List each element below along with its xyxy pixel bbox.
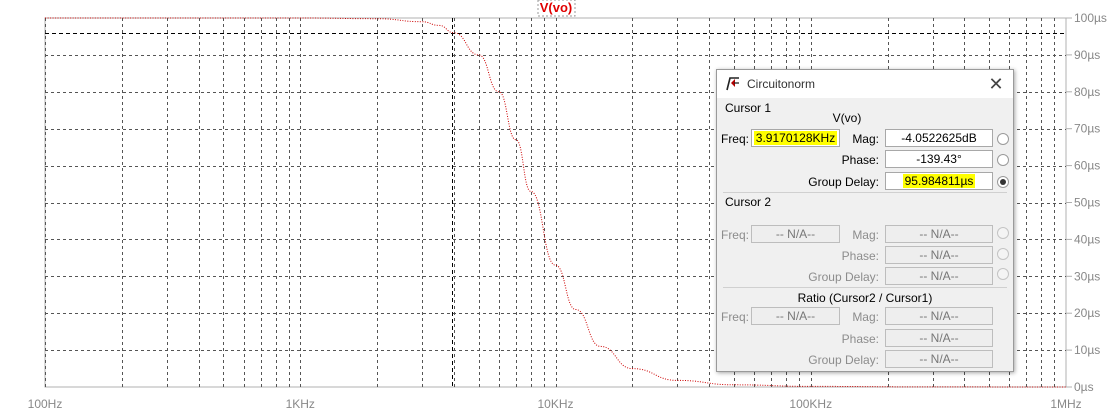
cursor1-group-delay-field[interactable]: 95.984811µs	[885, 172, 993, 190]
cursor2-phase-label: Phase:	[841, 249, 879, 263]
x-tick-label: 10KHz	[537, 397, 573, 411]
cursor2-section-label: Cursor 2	[725, 195, 772, 209]
cursor2-group-delay-label: Group Delay:	[808, 270, 879, 284]
cursor2-mag-radio[interactable]	[997, 227, 1009, 239]
y-tick-label: 70µs	[1074, 122, 1100, 136]
ratio-phase-label: Phase:	[841, 332, 879, 346]
trace-label-box	[537, 0, 576, 17]
cursor1-freq-label: Freq:	[720, 132, 749, 146]
cursor1-phase-label: Phase:	[841, 153, 879, 167]
cursor2-mag-label: Mag:	[852, 228, 879, 242]
cursor1-trace-name: V(vo)	[832, 111, 862, 125]
ratio-group-delay-label: Group Delay:	[808, 353, 879, 367]
ratio-section-label: Ratio (Cursor2 / Cursor1)	[797, 291, 933, 305]
cursor2-phase-radio[interactable]	[997, 248, 1009, 260]
cursor1-phase-field[interactable]: -139.43°	[885, 150, 993, 168]
divider	[723, 287, 1007, 288]
x-tick-label: 1MHz	[1050, 397, 1081, 411]
cursor1-mag-label: Mag:	[852, 132, 879, 146]
x-tick-label: 100KHz	[789, 397, 832, 411]
y-tick-label: 90µs	[1074, 48, 1100, 62]
ratio-freq-field[interactable]: -- N/A--	[751, 307, 840, 325]
x-tick-label: 1KHz	[286, 397, 315, 411]
y-tick-label: 10µs	[1074, 343, 1100, 357]
ratio-mag-label: Mag:	[852, 310, 879, 324]
app-logo-icon	[726, 77, 739, 91]
y-tick-label: 80µs	[1074, 85, 1100, 99]
cursor2-group-delay-radio[interactable]	[997, 268, 1009, 280]
cursor1-phase-radio[interactable]	[997, 154, 1009, 166]
y-tick-label: 40µs	[1074, 232, 1100, 246]
cursor1-section-label: Cursor 1	[725, 101, 772, 115]
cursor2-phase-field[interactable]: -- N/A--	[885, 246, 993, 264]
cursor2-freq-field[interactable]: -- N/A--	[751, 225, 840, 243]
cursor2-freq-label: Freq:	[720, 228, 749, 242]
cursor1-mag-field[interactable]: -4.0522625dB	[885, 129, 993, 147]
ratio-phase-field[interactable]: -- N/A--	[885, 329, 993, 347]
ratio-mag-field[interactable]: -- N/A--	[885, 307, 993, 325]
ratio-freq-label: Freq:	[720, 310, 749, 324]
trace-label[interactable]: V(vo)	[540, 0, 573, 15]
axis-tick-labels: 100Hz 1KHz 10KHz 100KHz 1MHz 0µs 10µs 20µs 30µs 4…	[28, 11, 1107, 411]
y-tick-label: 50µs	[1074, 196, 1100, 210]
cursor1-mag-radio[interactable]	[997, 133, 1009, 145]
cursor1-group-delay-radio[interactable]	[997, 176, 1009, 188]
y-tick-label: 30µs	[1074, 269, 1100, 283]
cursor2-mag-field[interactable]: -- N/A--	[885, 225, 993, 243]
cursor1-group-delay-label: Group Delay:	[808, 175, 879, 189]
cursor-crosshair[interactable]	[45, 18, 1066, 387]
cursor2-group-delay-field[interactable]: -- N/A--	[885, 267, 993, 285]
x-tick-label: 100Hz	[28, 397, 63, 411]
y-tick-label: 20µs	[1074, 306, 1100, 320]
cursor-dialog[interactable]: Circuitonorm ✕ Cursor 1 V(vo) Freq: 3.91…	[716, 69, 1014, 372]
divider	[723, 192, 1007, 193]
close-icon[interactable]: ✕	[988, 74, 1004, 94]
y-tick-label: 100µs	[1074, 11, 1107, 25]
dialog-titlebar[interactable]: Circuitonorm ✕	[717, 70, 1013, 98]
dialog-title: Circuitonorm	[747, 77, 816, 91]
series-line-v-vo	[45, 17, 1067, 388]
y-tick-label: 0µs	[1074, 380, 1094, 394]
y-tick-label: 60µs	[1074, 159, 1100, 173]
ratio-group-delay-field[interactable]: -- N/A--	[885, 350, 993, 368]
cursor1-freq-field[interactable]: 3.9170128KHz	[751, 129, 840, 147]
selected-dot	[1000, 179, 1006, 185]
